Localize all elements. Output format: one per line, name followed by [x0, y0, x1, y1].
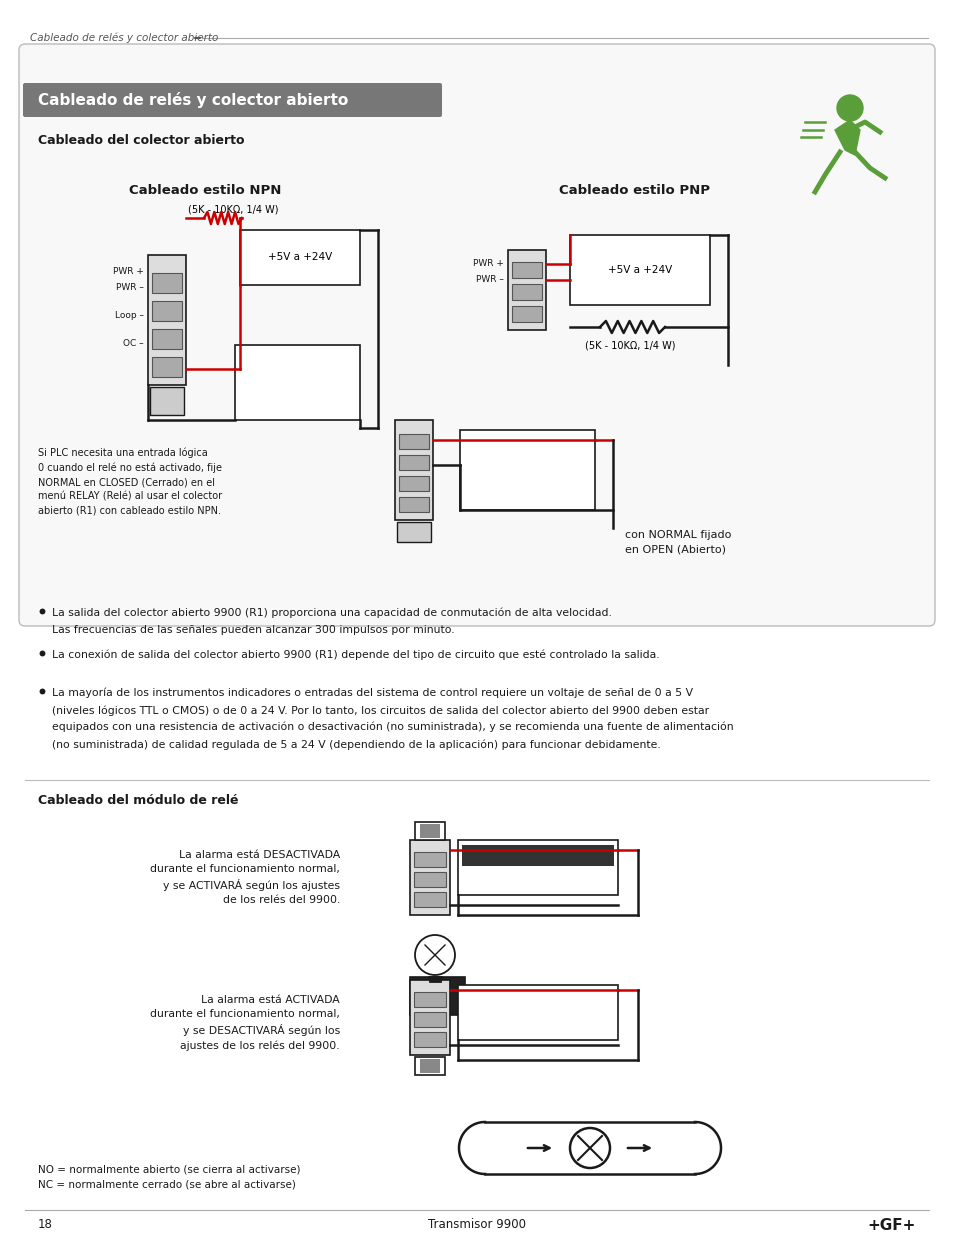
Text: La salida del colector abierto 9900 (R1) proporciona una capacidad de conmutació: La salida del colector abierto 9900 (R1)… — [52, 608, 611, 619]
Bar — [398, 496, 429, 513]
Text: 18: 18 — [38, 1219, 52, 1231]
Bar — [398, 475, 429, 492]
FancyBboxPatch shape — [19, 44, 934, 626]
Bar — [512, 262, 541, 278]
FancyBboxPatch shape — [23, 83, 441, 117]
Text: (niveles lógicos TTL o CMOS) o de 0 a 24 V. Por lo tanto, los circuitos de salid: (niveles lógicos TTL o CMOS) o de 0 a 24… — [52, 705, 708, 715]
Bar — [414, 992, 446, 1007]
Bar — [414, 852, 446, 867]
Text: OC –: OC – — [123, 338, 144, 347]
Bar — [459, 430, 595, 510]
Bar — [148, 254, 186, 385]
Bar — [457, 840, 618, 895]
Text: La mayoría de los instrumentos indicadores o entradas del sistema de control req: La mayoría de los instrumentos indicador… — [52, 688, 693, 699]
Bar — [414, 892, 446, 906]
Text: Cableado del colector abierto: Cableado del colector abierto — [38, 133, 244, 147]
Bar — [152, 357, 182, 377]
Polygon shape — [834, 120, 859, 156]
Text: PWR +: PWR + — [473, 259, 503, 268]
Bar — [512, 306, 541, 322]
Text: Cableado de relés y colector abierto: Cableado de relés y colector abierto — [30, 33, 218, 43]
Text: Loop –: Loop – — [115, 310, 144, 320]
Bar — [234, 345, 359, 420]
Text: con NORMAL fijado
en OPEN (Abierto): con NORMAL fijado en OPEN (Abierto) — [624, 530, 731, 555]
Bar — [150, 387, 184, 415]
Text: NO = normalmente abierto (se cierra al activarse)
NC = normalmente cerrado (se a: NO = normalmente abierto (se cierra al a… — [38, 1165, 300, 1189]
Text: +5V a +24V: +5V a +24V — [268, 252, 332, 263]
Text: PWR –: PWR – — [476, 275, 503, 284]
Text: La alarma está ACTIVADA
durante el funcionamiento normal,
y se DESACTIVARÁ según: La alarma está ACTIVADA durante el funci… — [150, 995, 339, 1051]
Bar — [410, 981, 450, 1055]
Bar — [410, 977, 464, 1015]
Bar — [395, 420, 433, 520]
Text: (no suministrada) de calidad regulada de 5 a 24 V (dependiendo de la aplicación): (no suministrada) de calidad regulada de… — [52, 739, 660, 750]
Text: (5K - 10KΩ, 1/4 W): (5K - 10KΩ, 1/4 W) — [188, 205, 278, 215]
Bar — [457, 986, 618, 1040]
Text: La alarma está DESACTIVADA
durante el funcionamiento normal,
y se ACTIVARÁ según: La alarma está DESACTIVADA durante el fu… — [150, 850, 339, 905]
Text: La conexión de salida del colector abierto 9900 (R1) depende del tipo de circuit: La conexión de salida del colector abier… — [52, 650, 659, 661]
Bar — [419, 824, 439, 839]
Bar — [398, 433, 429, 450]
Bar — [152, 273, 182, 293]
Text: Cableado del módulo de relé: Cableado del módulo de relé — [38, 794, 238, 806]
Bar — [396, 522, 431, 542]
Bar — [414, 1011, 446, 1028]
Bar — [415, 1057, 444, 1074]
Bar — [240, 230, 359, 285]
Bar — [512, 284, 541, 300]
Circle shape — [836, 95, 862, 121]
Text: PWR +: PWR + — [113, 267, 144, 275]
Bar — [419, 1058, 439, 1073]
Bar — [461, 845, 614, 866]
Text: PWR –: PWR – — [116, 283, 144, 291]
Text: (5K - 10KΩ, 1/4 W): (5K - 10KΩ, 1/4 W) — [584, 340, 675, 350]
Text: +5V a +24V: +5V a +24V — [607, 266, 672, 275]
Text: Si PLC necesita una entrada lógica
0 cuando el relé no está activado, fije
NORMA: Si PLC necesita una entrada lógica 0 cua… — [38, 448, 222, 515]
Text: +GF+: +GF+ — [866, 1218, 915, 1233]
Bar — [414, 1032, 446, 1047]
Text: Las frecuencias de las señales pueden alcanzar 300 impulsos por minuto.: Las frecuencias de las señales pueden al… — [52, 625, 455, 635]
Text: Cableado estilo PNP: Cableado estilo PNP — [558, 184, 710, 196]
Bar — [569, 235, 709, 305]
Bar — [410, 840, 450, 915]
Text: Transmisor 9900: Transmisor 9900 — [428, 1219, 525, 1231]
Bar — [415, 823, 444, 840]
Bar — [507, 249, 545, 330]
Text: Cableado de relés y colector abierto: Cableado de relés y colector abierto — [38, 91, 348, 107]
Bar — [398, 454, 429, 471]
Text: Cableado estilo NPN: Cableado estilo NPN — [129, 184, 281, 196]
Bar — [414, 872, 446, 887]
Text: equipados con una resistencia de activación o desactivación (no suministrada), y: equipados con una resistencia de activac… — [52, 722, 733, 732]
Bar — [152, 329, 182, 350]
Bar — [152, 301, 182, 321]
